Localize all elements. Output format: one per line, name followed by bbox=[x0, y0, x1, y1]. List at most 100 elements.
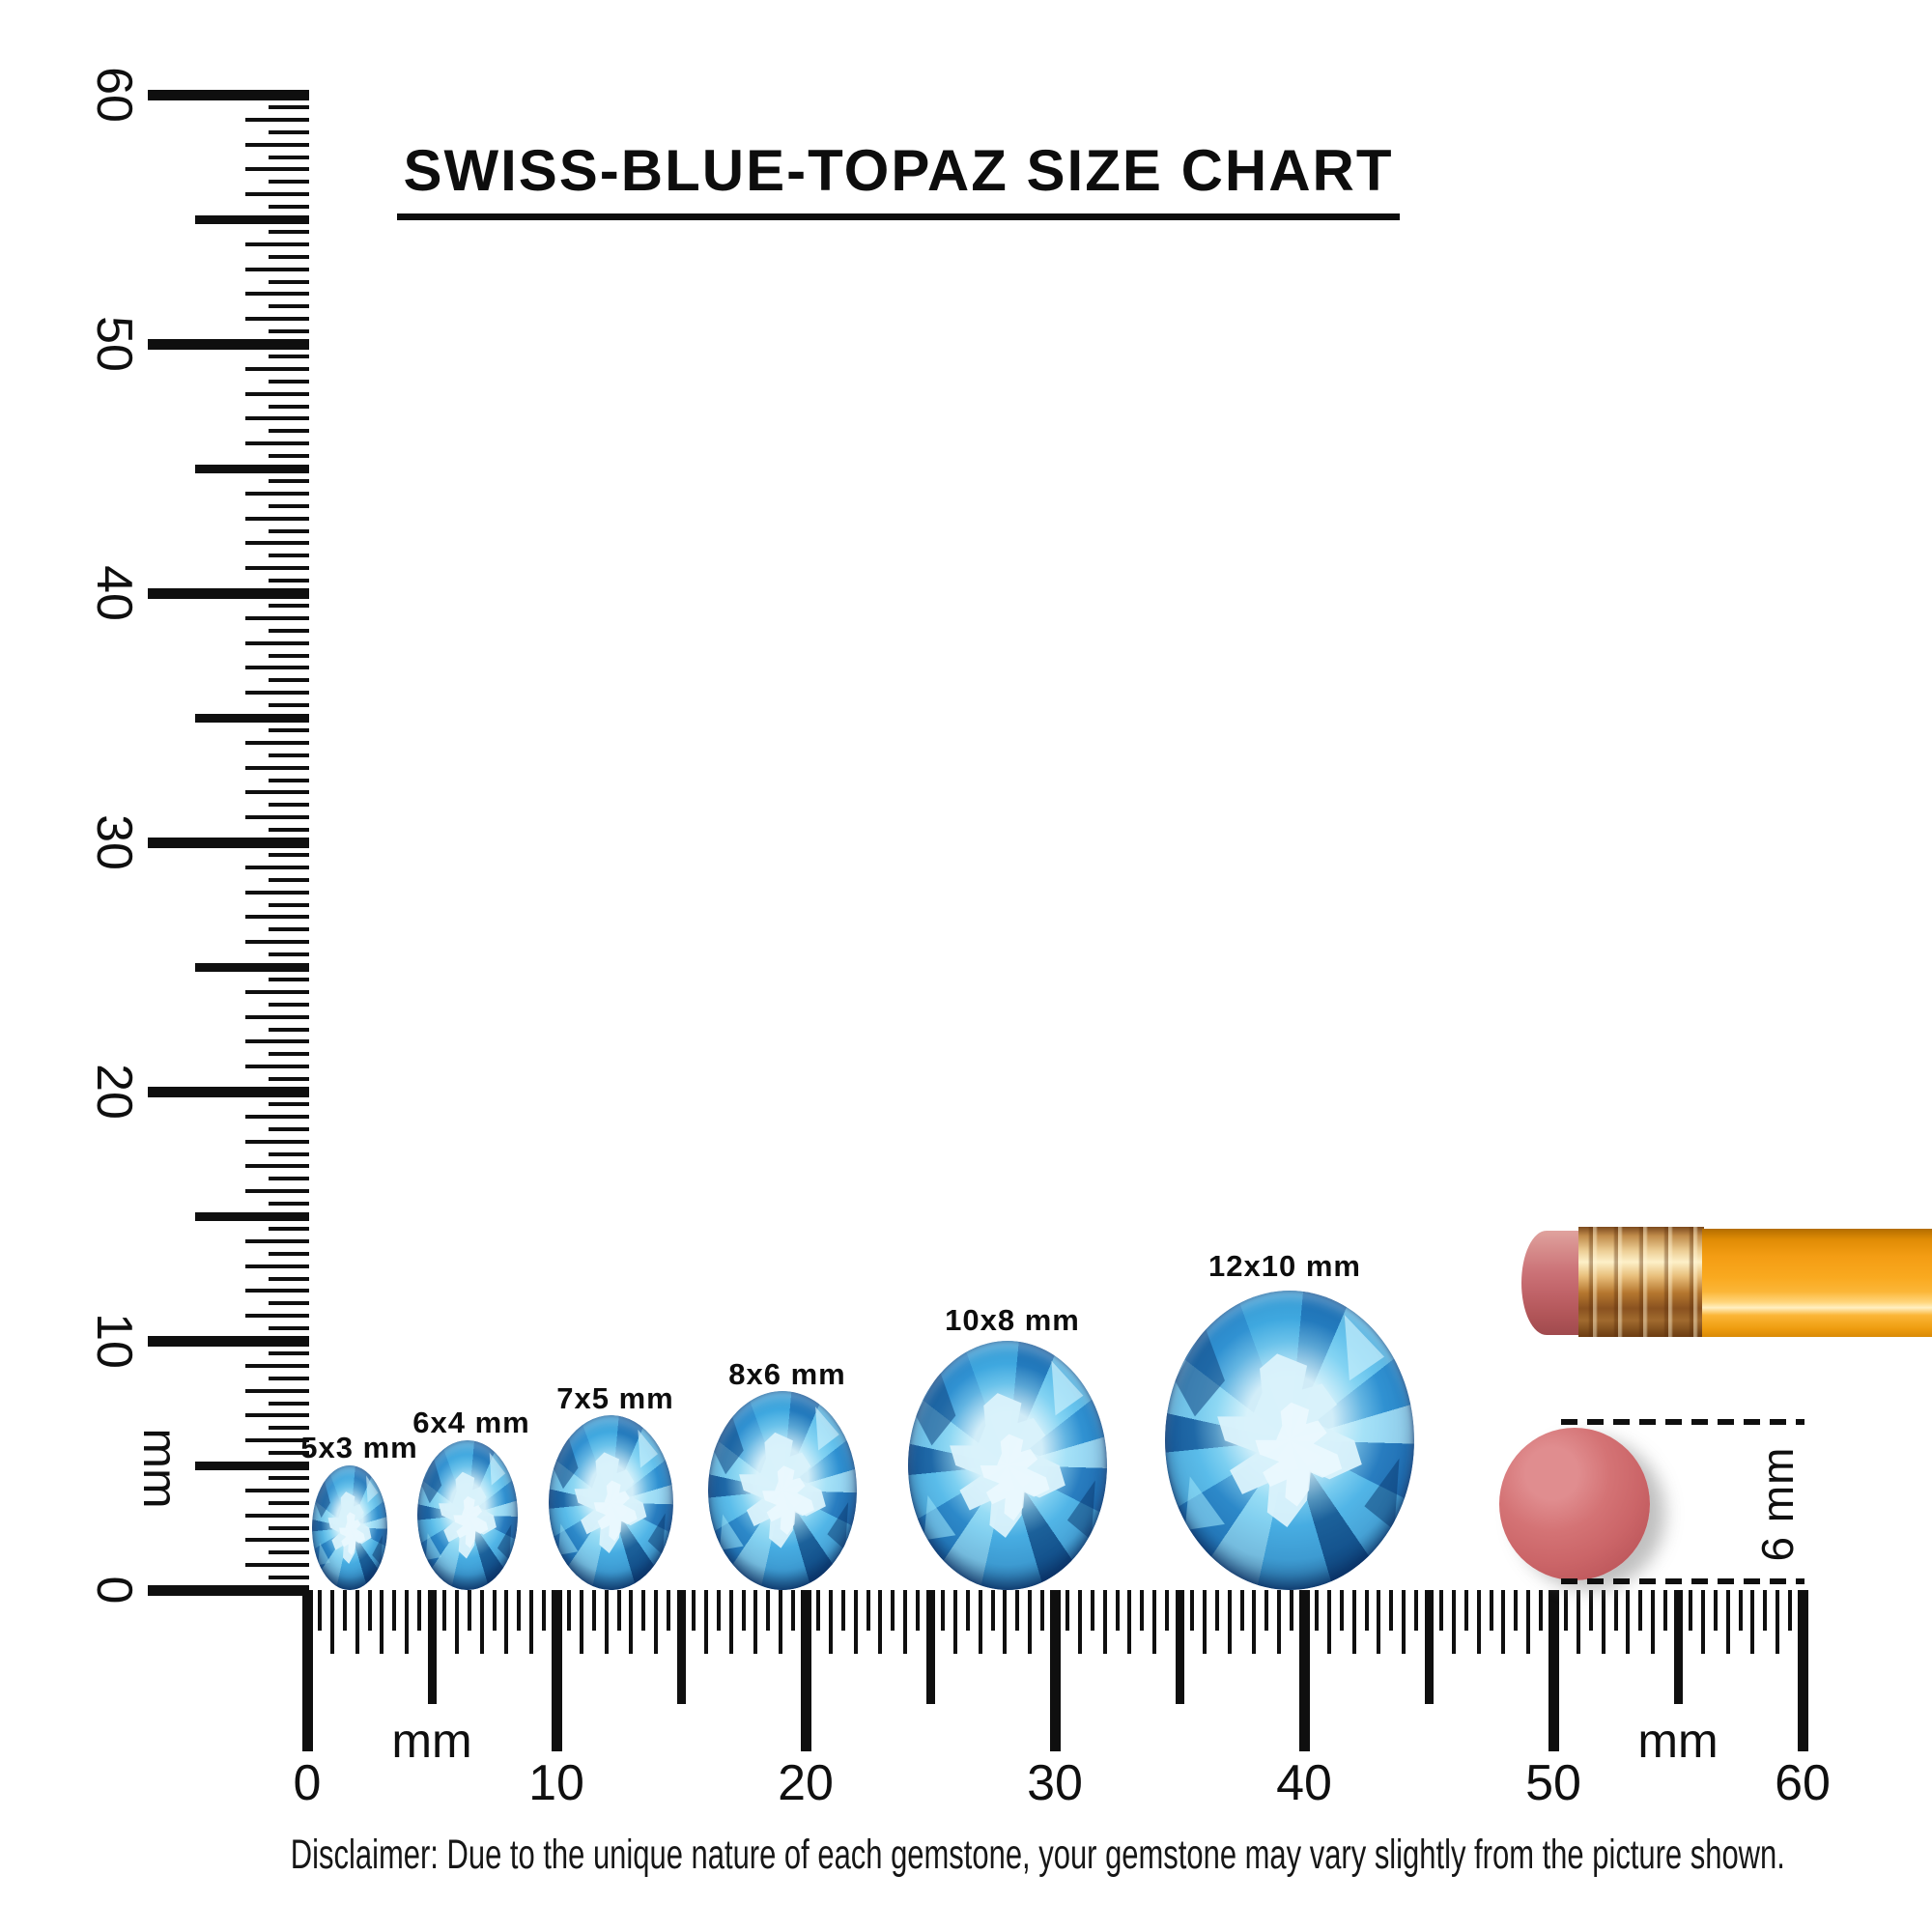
h-ruler-tick bbox=[1750, 1590, 1755, 1654]
v-ruler-tick bbox=[269, 180, 309, 185]
v-ruler-tick bbox=[245, 416, 309, 421]
h-ruler-tick bbox=[667, 1590, 671, 1631]
v-ruler-tick bbox=[269, 778, 309, 782]
v-ruler-tick bbox=[269, 1301, 309, 1306]
disclaimer-text: Disclaimer: Due to the unique nature of … bbox=[290, 1832, 1785, 1878]
h-ruler-tick bbox=[1563, 1590, 1568, 1631]
h-ruler-tick bbox=[741, 1590, 746, 1631]
v-ruler-tick bbox=[245, 1014, 309, 1019]
v-ruler-number: 40 bbox=[86, 565, 142, 621]
h-ruler-tick bbox=[1548, 1590, 1559, 1751]
v-ruler-tick bbox=[245, 366, 309, 371]
h-ruler-tick bbox=[791, 1590, 796, 1631]
h-ruler-tick bbox=[405, 1590, 410, 1654]
v-ruler-tick bbox=[245, 1114, 309, 1119]
v-ruler-tick bbox=[245, 940, 309, 945]
h-ruler-tick bbox=[641, 1590, 646, 1631]
h-ruler-tick bbox=[1738, 1590, 1743, 1631]
v-ruler-tick bbox=[269, 1276, 309, 1281]
h-ruler-tick bbox=[1626, 1590, 1631, 1654]
v-ruler-tick bbox=[269, 828, 309, 833]
v-ruler-tick bbox=[245, 1413, 309, 1418]
v-ruler-tick bbox=[269, 1126, 309, 1131]
v-ruler-tick bbox=[269, 229, 309, 234]
v-ruler-tick bbox=[269, 1500, 309, 1505]
h-ruler-tick bbox=[1638, 1590, 1643, 1631]
v-ruler-tick bbox=[245, 1438, 309, 1443]
v-ruler-tick bbox=[195, 713, 309, 723]
gem-rim bbox=[417, 1440, 517, 1590]
h-ruler-tick bbox=[1364, 1590, 1369, 1631]
h-ruler-tick bbox=[566, 1590, 571, 1631]
v-ruler-tick bbox=[269, 877, 309, 882]
v-ruler-tick bbox=[269, 304, 309, 309]
h-ruler-tick bbox=[1277, 1590, 1282, 1654]
disclaimer: Disclaimer: Due to the unique nature of … bbox=[0, 1832, 1932, 1879]
v-ruler-tick bbox=[269, 279, 309, 284]
h-ruler-tick bbox=[342, 1590, 347, 1631]
v-ruler-tick bbox=[269, 1151, 309, 1156]
v-ruler-tick bbox=[148, 338, 309, 350]
v-ruler-tick bbox=[245, 1039, 309, 1044]
v-ruler-tick bbox=[245, 242, 309, 246]
v-ruler-tick bbox=[269, 503, 309, 508]
h-ruler-tick bbox=[1776, 1590, 1780, 1654]
v-ruler-tick bbox=[245, 815, 309, 820]
h-ruler-tick bbox=[1239, 1590, 1244, 1631]
h-ruler-tick bbox=[417, 1590, 422, 1631]
v-ruler-tick bbox=[148, 1086, 309, 1097]
h-ruler-number: 0 bbox=[293, 1755, 322, 1811]
pencil-eraser-tip bbox=[1521, 1231, 1589, 1335]
h-ruler-unit-label-left: mm bbox=[391, 1714, 472, 1768]
v-ruler-tick bbox=[269, 429, 309, 434]
h-ruler-tick bbox=[1514, 1590, 1519, 1631]
gem-size-label: 5x3 mm bbox=[300, 1431, 418, 1464]
h-ruler-tick bbox=[616, 1590, 621, 1631]
h-ruler-tick bbox=[1501, 1590, 1506, 1654]
page-title-text: SWISS-BLUE-TOPAZ SIZE CHART bbox=[397, 137, 1400, 220]
gemstone bbox=[548, 1415, 673, 1590]
h-ruler-tick bbox=[965, 1590, 970, 1631]
h-ruler-tick bbox=[1003, 1590, 1008, 1654]
v-ruler-tick bbox=[269, 1350, 309, 1355]
h-ruler-tick bbox=[1165, 1590, 1170, 1631]
v-ruler-tick bbox=[269, 902, 309, 907]
v-ruler-tick bbox=[245, 1488, 309, 1492]
h-ruler-tick bbox=[815, 1590, 820, 1631]
gem-rim bbox=[908, 1341, 1107, 1590]
h-ruler-tick bbox=[1377, 1590, 1381, 1654]
h-ruler-tick bbox=[479, 1590, 484, 1654]
v-ruler-tick bbox=[245, 691, 309, 696]
v-ruler-tick bbox=[245, 865, 309, 869]
h-ruler-tick bbox=[517, 1590, 522, 1631]
gem-rim bbox=[1165, 1291, 1414, 1590]
v-ruler-tick bbox=[245, 142, 309, 147]
v-ruler-tick bbox=[269, 554, 309, 558]
v-ruler-tick bbox=[269, 404, 309, 409]
h-ruler-tick bbox=[1424, 1590, 1434, 1704]
h-ruler-tick bbox=[1576, 1590, 1580, 1654]
h-ruler-tick bbox=[1189, 1590, 1194, 1631]
v-ruler-tick bbox=[245, 915, 309, 920]
v-ruler-number: 50 bbox=[86, 316, 142, 372]
h-ruler-tick bbox=[1451, 1590, 1456, 1654]
v-ruler-tick bbox=[269, 703, 309, 708]
h-ruler-tick bbox=[1725, 1590, 1730, 1654]
v-ruler-tick bbox=[245, 516, 309, 521]
h-ruler-tick bbox=[728, 1590, 733, 1654]
h-ruler-tick bbox=[1651, 1590, 1656, 1654]
v-ruler-tick bbox=[269, 603, 309, 608]
h-ruler-tick bbox=[1476, 1590, 1481, 1654]
v-ruler-tick bbox=[269, 1525, 309, 1530]
v-ruler-tick bbox=[245, 167, 309, 172]
v-ruler-tick bbox=[269, 1401, 309, 1406]
h-ruler-number: 10 bbox=[528, 1755, 584, 1811]
h-ruler-tick bbox=[866, 1590, 870, 1631]
v-ruler-tick bbox=[269, 1226, 309, 1231]
v-ruler-tick bbox=[269, 1002, 309, 1007]
v-ruler-tick bbox=[245, 1388, 309, 1393]
h-ruler-tick bbox=[1227, 1590, 1232, 1654]
h-ruler-tick bbox=[853, 1590, 858, 1654]
v-ruler-tick bbox=[245, 1189, 309, 1194]
v-ruler-tick bbox=[195, 962, 309, 972]
